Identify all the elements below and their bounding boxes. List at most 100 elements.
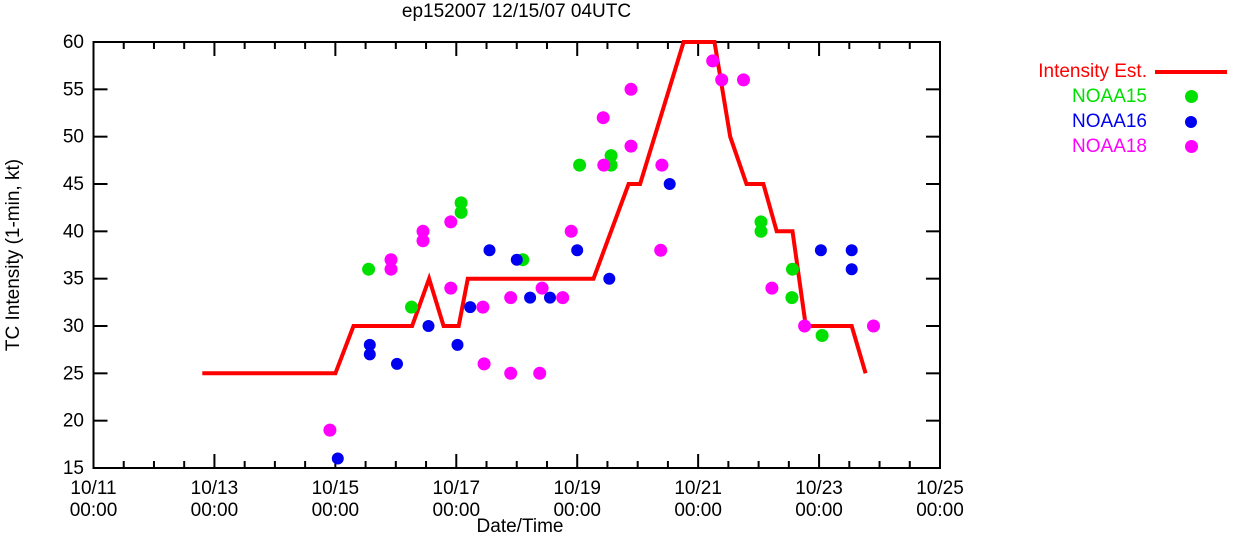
data-point-noaa18 xyxy=(715,73,729,87)
data-point-noaa16 xyxy=(391,357,403,370)
x-tick-label-date: 10/13 xyxy=(191,478,239,499)
legend-item-noaa16: NOAA16 xyxy=(998,109,1235,134)
data-point-noaa18 xyxy=(444,215,458,229)
x-tick-label-date: 10/17 xyxy=(433,478,481,499)
data-point-noaa18 xyxy=(477,357,491,371)
data-point-noaa18 xyxy=(384,253,398,267)
data-point-noaa15 xyxy=(454,196,468,210)
data-point-noaa18 xyxy=(655,158,669,172)
data-point-noaa18 xyxy=(706,54,720,68)
data-point-noaa16 xyxy=(464,301,477,314)
x-tick-label-date: 10/21 xyxy=(674,478,722,499)
intensity-line xyxy=(202,40,868,376)
red-line-sample-icon xyxy=(1155,69,1227,74)
data-point-noaa18 xyxy=(737,73,750,87)
y-tick-label: 40 xyxy=(63,221,84,242)
data-point-noaa15 xyxy=(785,291,799,305)
data-point-noaa18 xyxy=(416,234,430,248)
magenta-dot-icon xyxy=(1184,140,1198,153)
data-point-noaa18 xyxy=(654,243,668,257)
legend-sample-noaa16 xyxy=(1147,115,1235,128)
x-tick-label-date: 10/15 xyxy=(312,478,360,499)
blue-dot-icon xyxy=(1185,115,1197,128)
x-tick-label-time: 00:00 xyxy=(191,500,239,521)
data-point-noaa18 xyxy=(533,366,547,380)
data-point-noaa15 xyxy=(573,158,587,172)
data-point-noaa18 xyxy=(535,281,549,295)
legend-label-noaa15: NOAA15 xyxy=(1072,85,1147,107)
data-point-noaa16 xyxy=(845,263,858,276)
data-point-noaa18 xyxy=(867,319,880,333)
y-tick-label: 35 xyxy=(63,269,84,290)
data-point-noaa16 xyxy=(422,320,435,332)
data-point-noaa15 xyxy=(454,205,468,219)
data-point-noaa15 xyxy=(754,224,768,238)
data-point-noaa16 xyxy=(524,291,537,304)
data-point-noaa16 xyxy=(845,244,858,257)
x-tick-label-date: 10/25 xyxy=(916,478,964,499)
x-tick-label-time: 00:00 xyxy=(70,500,118,521)
data-point-noaa18 xyxy=(798,319,812,333)
data-point-noaa18 xyxy=(624,139,638,153)
data-point-noaa16 xyxy=(544,291,556,304)
data-point-noaa18 xyxy=(444,281,458,295)
x-tick-label-time: 00:00 xyxy=(916,500,964,521)
y-tick-label: 25 xyxy=(63,363,84,384)
y-tick-label: 20 xyxy=(63,411,84,432)
data-point-noaa18 xyxy=(624,82,638,96)
data-point-noaa16 xyxy=(603,272,616,285)
data-point-noaa16 xyxy=(510,253,523,266)
x-tick-label-time: 00:00 xyxy=(795,500,843,521)
y-tick-label: 60 xyxy=(63,32,84,53)
x-tick-label-date: 10/11 xyxy=(70,478,116,499)
data-point-noaa16 xyxy=(331,452,344,465)
legend-label-noaa16: NOAA16 xyxy=(1072,110,1147,132)
data-point-noaa15 xyxy=(815,329,829,342)
data-point-noaa18 xyxy=(556,291,570,305)
x-tick-label-time: 00:00 xyxy=(553,500,601,521)
data-point-noaa15 xyxy=(754,215,768,229)
data-point-noaa16 xyxy=(451,338,464,351)
legend-sample-noaa18 xyxy=(1147,140,1235,153)
data-point-noaa18 xyxy=(476,300,490,314)
data-point-noaa18 xyxy=(504,366,518,380)
legend-sample-intensity-est xyxy=(1147,69,1235,74)
legend-label-intensity-est: Intensity Est. xyxy=(1038,60,1147,82)
y-tick-label: 30 xyxy=(63,316,84,337)
data-point-noaa15 xyxy=(405,300,418,314)
legend-item-noaa18: NOAA18 xyxy=(998,134,1235,159)
y-tick-label: 15 xyxy=(63,458,84,479)
data-point-noaa15 xyxy=(786,262,799,276)
x-tick-label-time: 00:00 xyxy=(674,500,722,521)
chart-title: ep152007 12/15/07 04UTC xyxy=(401,1,632,22)
data-point-noaa15 xyxy=(362,262,376,276)
data-point-noaa18 xyxy=(504,291,518,305)
data-point-noaa16 xyxy=(814,244,827,257)
x-axis-label: Date/Time xyxy=(476,516,564,537)
data-point-noaa18 xyxy=(323,423,337,437)
x-tick-label-time: 00:00 xyxy=(312,500,360,521)
y-tick-label: 50 xyxy=(63,127,84,148)
data-point-noaa18 xyxy=(597,158,611,172)
data-point-noaa16 xyxy=(363,338,376,351)
data-point-noaa15 xyxy=(604,149,618,163)
data-point-noaa18 xyxy=(596,111,610,125)
data-point-noaa16 xyxy=(571,244,584,257)
data-point-noaa18 xyxy=(416,224,430,238)
data-point-noaa16 xyxy=(663,178,676,190)
data-point-noaa16 xyxy=(483,244,496,257)
green-dot-icon xyxy=(1184,90,1198,103)
legend-sample-noaa15 xyxy=(1147,90,1235,103)
y-tick-label: 55 xyxy=(63,79,84,100)
x-tick-label-date: 10/23 xyxy=(795,478,843,499)
x-tick-label-time: 00:00 xyxy=(433,500,481,521)
legend-label-noaa18: NOAA18 xyxy=(1072,135,1147,157)
legend-item-intensity-est: Intensity Est. xyxy=(998,59,1235,84)
legend: Intensity Est. NOAA15 NOAA16 NOAA18 xyxy=(998,59,1235,159)
legend-item-noaa15: NOAA15 xyxy=(998,84,1235,109)
data-point-noaa18 xyxy=(765,281,779,295)
data-point-noaa18 xyxy=(384,262,398,276)
y-tick-label: 45 xyxy=(63,174,84,195)
